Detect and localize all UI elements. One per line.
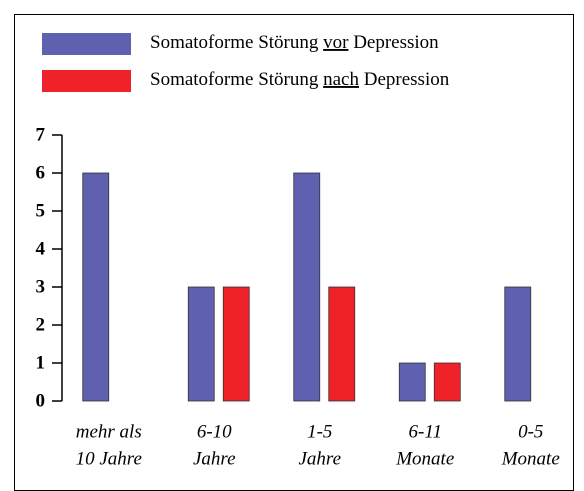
y-tick-label: 4 bbox=[36, 238, 46, 259]
x-tick-label: 1-5 bbox=[307, 421, 332, 442]
bar bbox=[504, 286, 532, 402]
legend-word: Störung bbox=[253, 69, 318, 90]
legend-word-text: Störung bbox=[258, 32, 319, 53]
legend-word-text: Somatoforme bbox=[150, 32, 253, 53]
bar bbox=[328, 286, 356, 402]
y-tick-label: 2 bbox=[36, 314, 46, 335]
x-tick-label: Monate bbox=[395, 448, 454, 469]
y-tick-label: 3 bbox=[36, 276, 46, 297]
legend-word-text: Depression bbox=[364, 69, 450, 90]
legend-word-text: nach bbox=[323, 69, 359, 90]
legend-word: Depression bbox=[359, 69, 450, 90]
legend-label: Somatoforme Störung vor Depression bbox=[150, 32, 439, 53]
y-tick-label: 5 bbox=[36, 200, 46, 221]
bar bbox=[222, 286, 250, 402]
legend-word: Depression bbox=[348, 32, 439, 53]
y-tick-label: 1 bbox=[36, 352, 46, 373]
legend-word: Somatoforme bbox=[150, 32, 253, 53]
y-tick-label: 7 bbox=[36, 124, 46, 145]
x-tick-label: Jahre bbox=[298, 448, 341, 469]
x-tick-label: 10 Jahre bbox=[76, 448, 142, 469]
x-tick-label: Jahre bbox=[193, 448, 236, 469]
x-tick-label: 6-11 bbox=[409, 421, 442, 442]
legend-word-text: Störung bbox=[258, 69, 319, 90]
x-tick-label: 6-10 bbox=[197, 421, 232, 442]
legend-label: Somatoforme Störung nach Depression bbox=[150, 69, 450, 90]
legend-word: Somatoforme bbox=[150, 69, 253, 90]
bar bbox=[293, 172, 321, 402]
legend-word-text: Depression bbox=[353, 32, 439, 53]
legend-word-text: vor bbox=[323, 32, 349, 53]
x-tick-label: 0-5 bbox=[518, 421, 543, 442]
bar bbox=[82, 172, 110, 402]
legend-word: nach bbox=[318, 69, 359, 90]
x-tick-label: mehr als bbox=[76, 421, 142, 442]
legend-word-text: Somatoforme bbox=[150, 69, 253, 90]
legend-swatch bbox=[42, 70, 131, 92]
y-tick-label: 0 bbox=[36, 390, 46, 411]
legend-word: Störung bbox=[253, 32, 318, 53]
bar bbox=[398, 362, 426, 402]
legend-word: vor bbox=[318, 32, 349, 53]
bar bbox=[187, 286, 215, 402]
y-tick-label: 6 bbox=[36, 162, 46, 183]
x-tick-label: Monate bbox=[501, 448, 560, 469]
legend-swatch bbox=[42, 33, 131, 55]
bar bbox=[433, 362, 461, 402]
